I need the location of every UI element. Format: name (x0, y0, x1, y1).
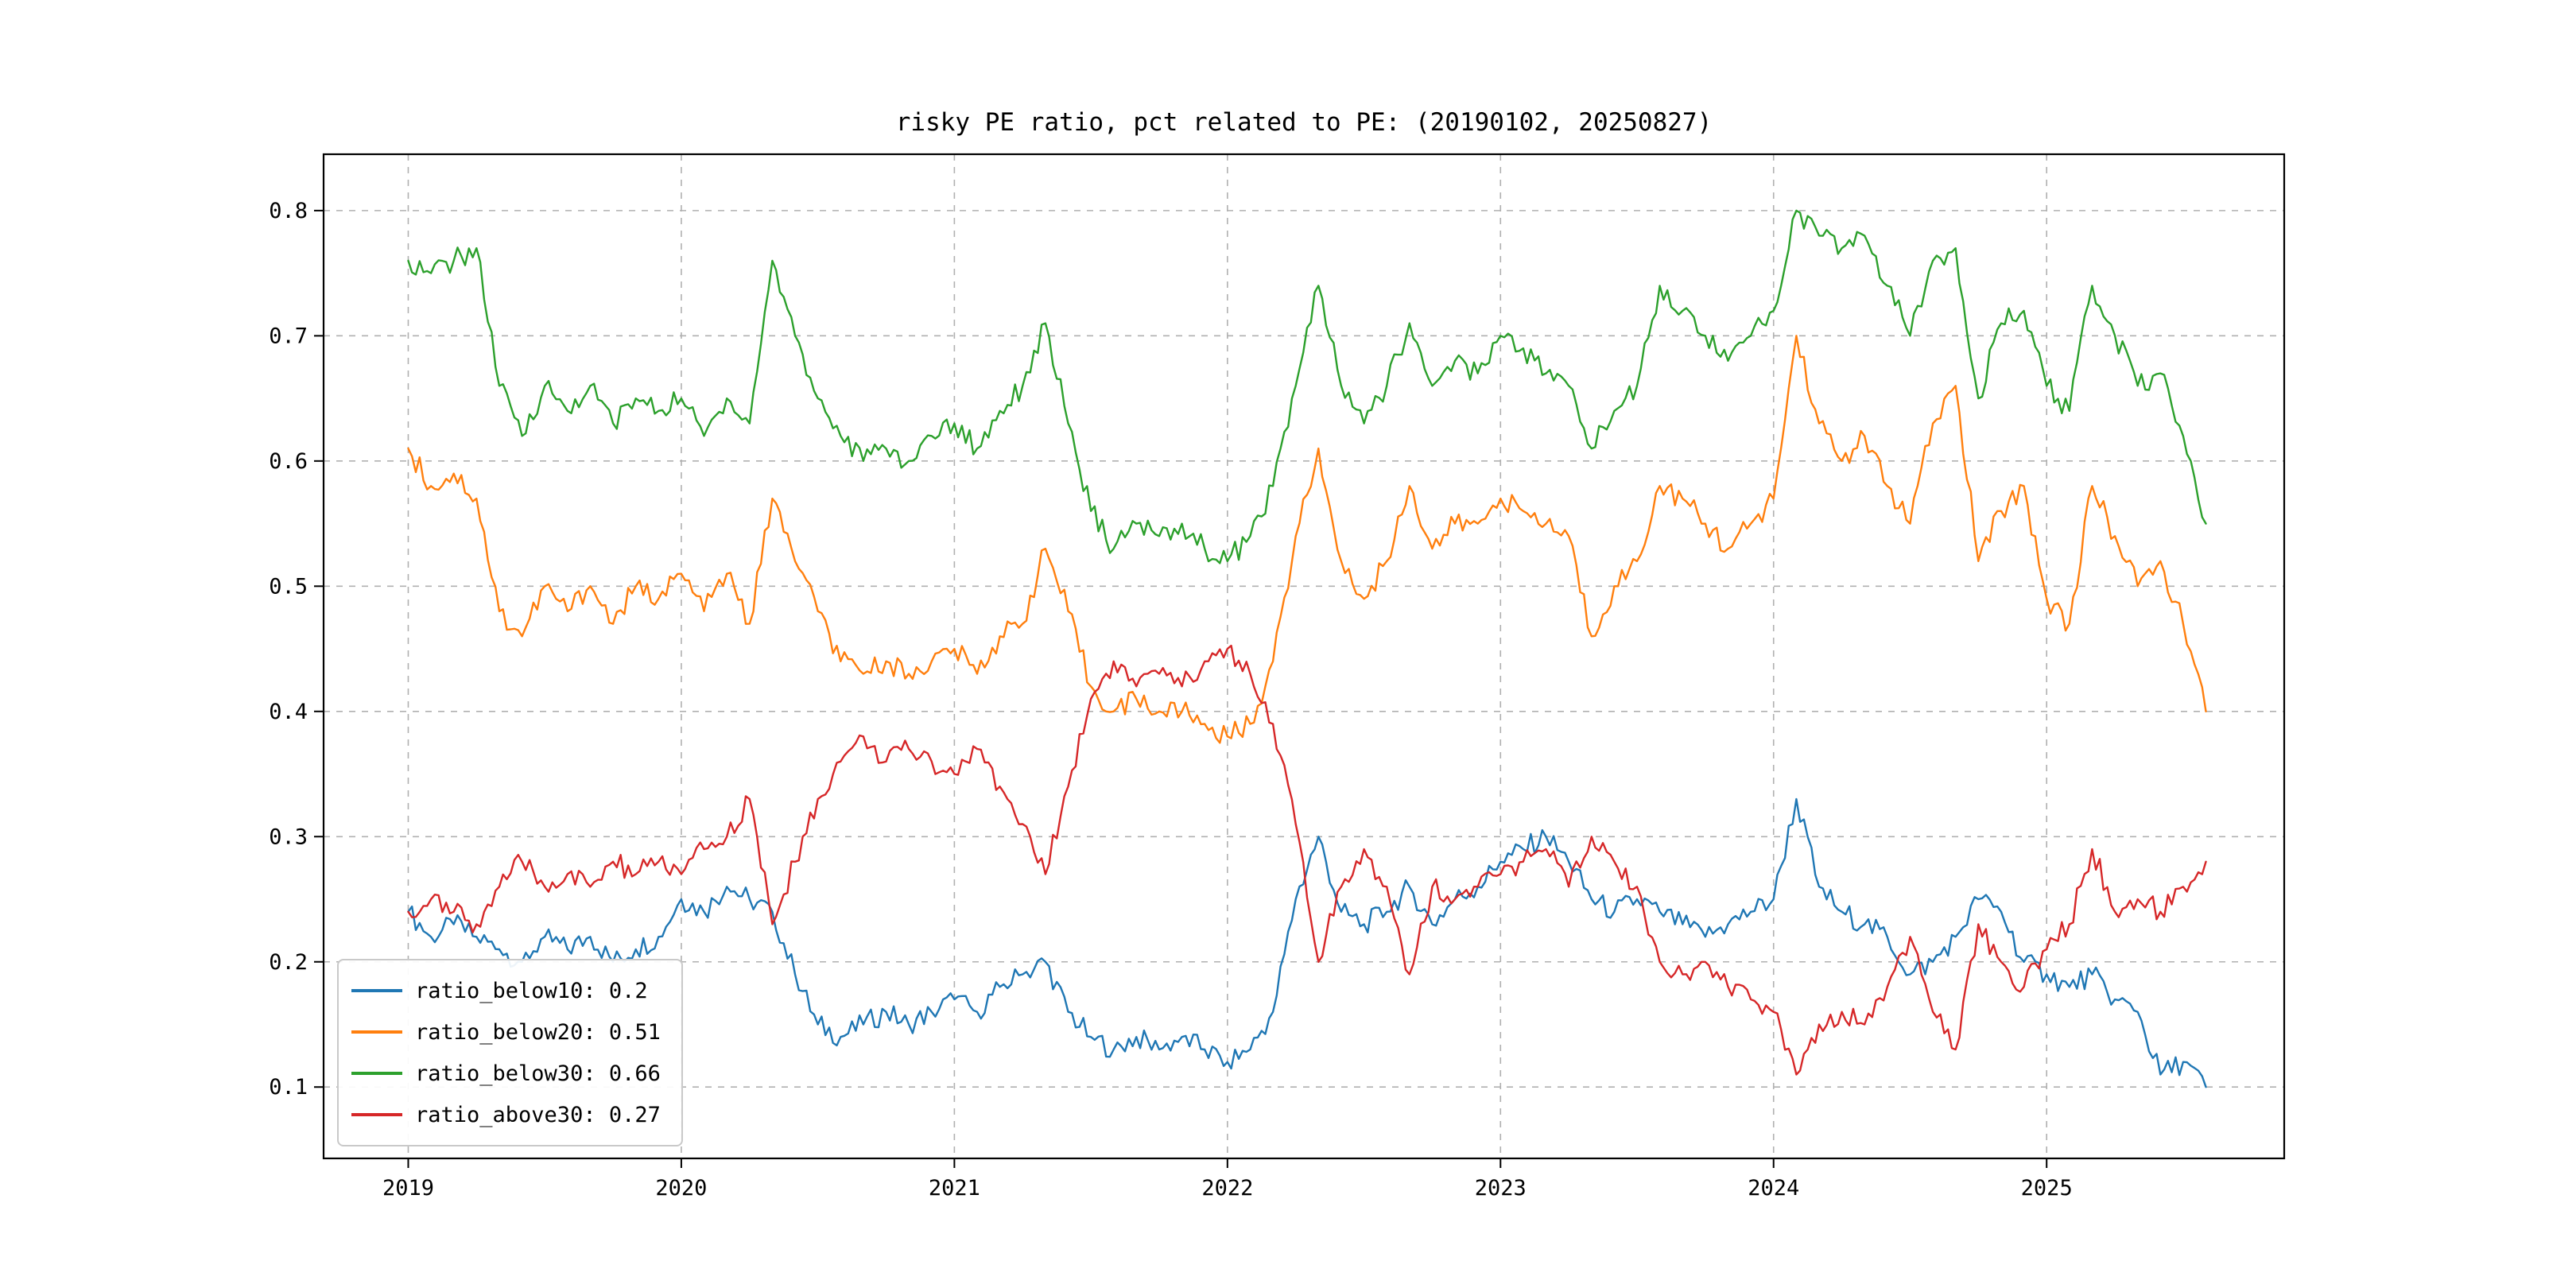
legend: ratio_below10: 0.2 ratio_below20: 0.51 r… (337, 959, 683, 1146)
legend-item-ratio-below20: ratio_below20: 0.51 (351, 1011, 661, 1053)
legend-item-ratio-below30: ratio_below30: 0.66 (351, 1053, 661, 1094)
svg-text:2019: 2019 (382, 1176, 434, 1201)
svg-text:0.7: 0.7 (269, 324, 308, 348)
svg-text:2020: 2020 (655, 1176, 707, 1201)
chart-title: risky PE ratio, pct related to PE: (2019… (895, 108, 1713, 137)
legend-label: ratio_below10: 0.2 (415, 978, 648, 1003)
legend-item-ratio-below10: ratio_below10: 0.2 (351, 970, 661, 1011)
line-swatch-ratio-above30 (351, 1113, 402, 1116)
svg-text:2021: 2021 (929, 1176, 980, 1201)
line-swatch-ratio-below30 (351, 1072, 402, 1075)
svg-text:0.5: 0.5 (269, 574, 308, 599)
svg-text:2024: 2024 (1748, 1176, 1799, 1201)
line-swatch-ratio-below20 (351, 1030, 402, 1034)
legend-label: ratio_above30: 0.27 (415, 1102, 661, 1127)
svg-text:2025: 2025 (2021, 1176, 2073, 1201)
line-swatch-ratio-below10 (351, 989, 402, 992)
svg-text:0.2: 0.2 (269, 950, 308, 975)
svg-text:0.3: 0.3 (269, 824, 308, 849)
svg-text:0.4: 0.4 (269, 700, 308, 724)
legend-label: ratio_below20: 0.51 (415, 1019, 661, 1045)
svg-text:0.6: 0.6 (269, 449, 308, 474)
svg-text:2023: 2023 (1475, 1176, 1527, 1201)
legend-label: ratio_below30: 0.66 (415, 1061, 661, 1086)
legend-item-ratio-above30: ratio_above30: 0.27 (351, 1094, 661, 1135)
svg-text:2022: 2022 (1201, 1176, 1253, 1201)
svg-text:0.1: 0.1 (269, 1075, 308, 1100)
svg-text:0.8: 0.8 (269, 199, 308, 223)
